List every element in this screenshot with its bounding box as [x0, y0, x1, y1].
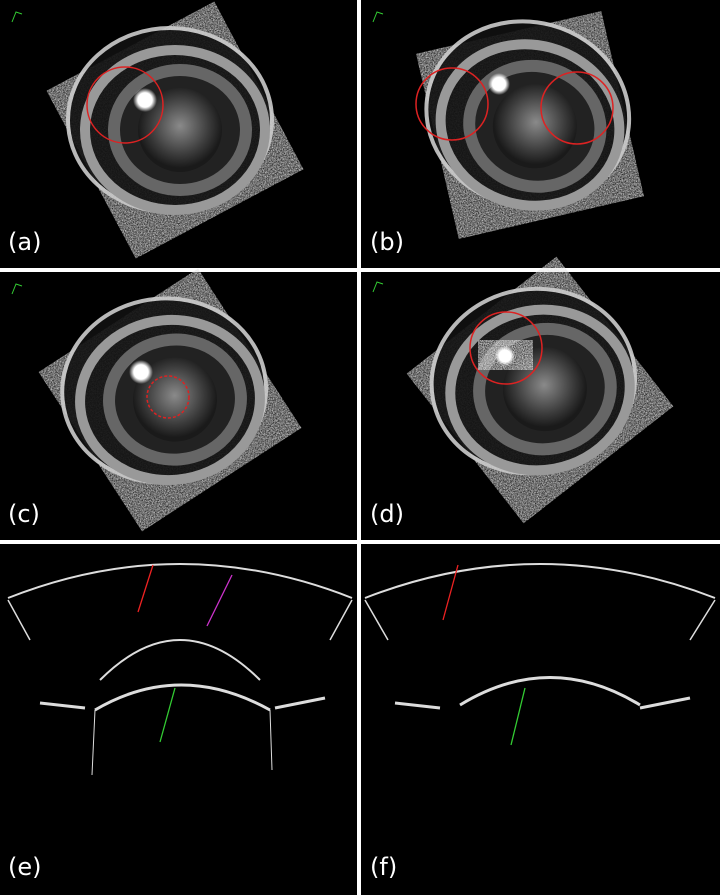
panel-label: (c) — [8, 500, 40, 528]
oct-scan — [7, 563, 353, 776]
arrows — [442, 564, 526, 746]
panel-label: (e) — [8, 853, 42, 881]
arrows — [137, 564, 233, 743]
eye-image — [47, 2, 304, 259]
panel-f — [361, 544, 720, 895]
panel-label: (a) — [8, 228, 41, 256]
panel-label: (d) — [370, 500, 404, 528]
annotations — [469, 311, 543, 385]
panel-label: (f) — [370, 853, 397, 881]
annotations — [415, 67, 614, 145]
panel-e — [0, 544, 357, 895]
axis-glyph — [11, 11, 384, 295]
annotations — [129, 360, 190, 419]
oct-scan — [364, 563, 716, 710]
panel-label: (b) — [370, 228, 404, 256]
